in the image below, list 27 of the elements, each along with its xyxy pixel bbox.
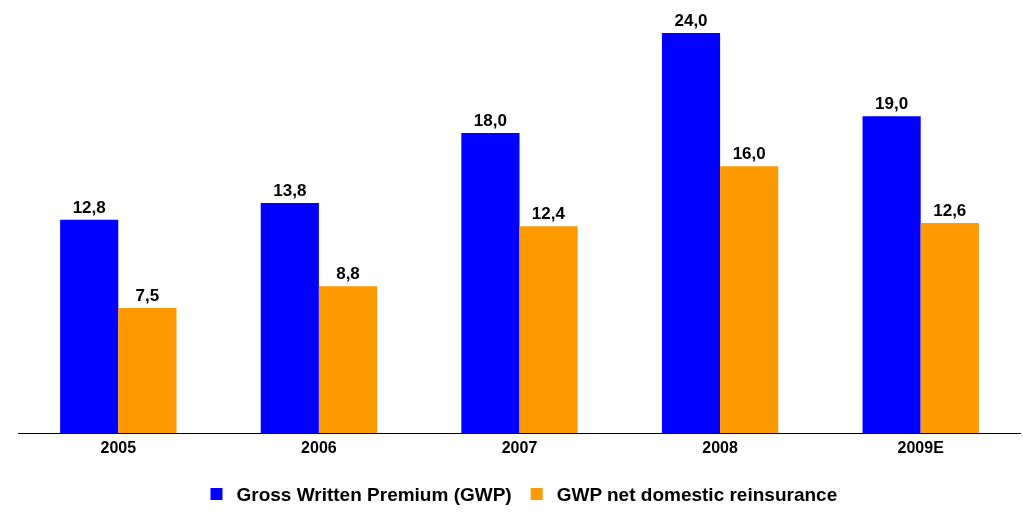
bar xyxy=(720,166,779,433)
bar xyxy=(661,33,721,433)
bar xyxy=(519,226,578,433)
data-label: 7,5 xyxy=(135,286,160,306)
bar xyxy=(260,203,319,433)
legend-label: Gross Written Premium (GWP) xyxy=(236,484,512,506)
bar xyxy=(118,308,177,433)
bar xyxy=(862,116,921,433)
data-label: 8,8 xyxy=(336,264,360,284)
x-tick-label: 2007 xyxy=(501,439,538,457)
data-label: 16,0 xyxy=(732,144,766,164)
bar xyxy=(461,133,520,433)
data-label: 24,0 xyxy=(674,11,708,31)
bar xyxy=(60,219,119,433)
data-label: 12,8 xyxy=(72,197,106,217)
bar xyxy=(318,286,378,433)
bar xyxy=(920,223,979,433)
data-label: 18,0 xyxy=(473,111,507,131)
data-label: 12,6 xyxy=(933,201,967,221)
x-tick-label: 2008 xyxy=(702,439,738,457)
x-tick-label: 2009E xyxy=(897,439,945,457)
data-label: 19,0 xyxy=(875,94,909,114)
x-tick-label: 2005 xyxy=(100,439,137,457)
data-label: 12,4 xyxy=(531,204,566,224)
data-label: 13,8 xyxy=(273,181,307,201)
legend-label: GWP net domestic reinsurance xyxy=(556,484,838,506)
x-tick-label: 2006 xyxy=(301,439,337,457)
